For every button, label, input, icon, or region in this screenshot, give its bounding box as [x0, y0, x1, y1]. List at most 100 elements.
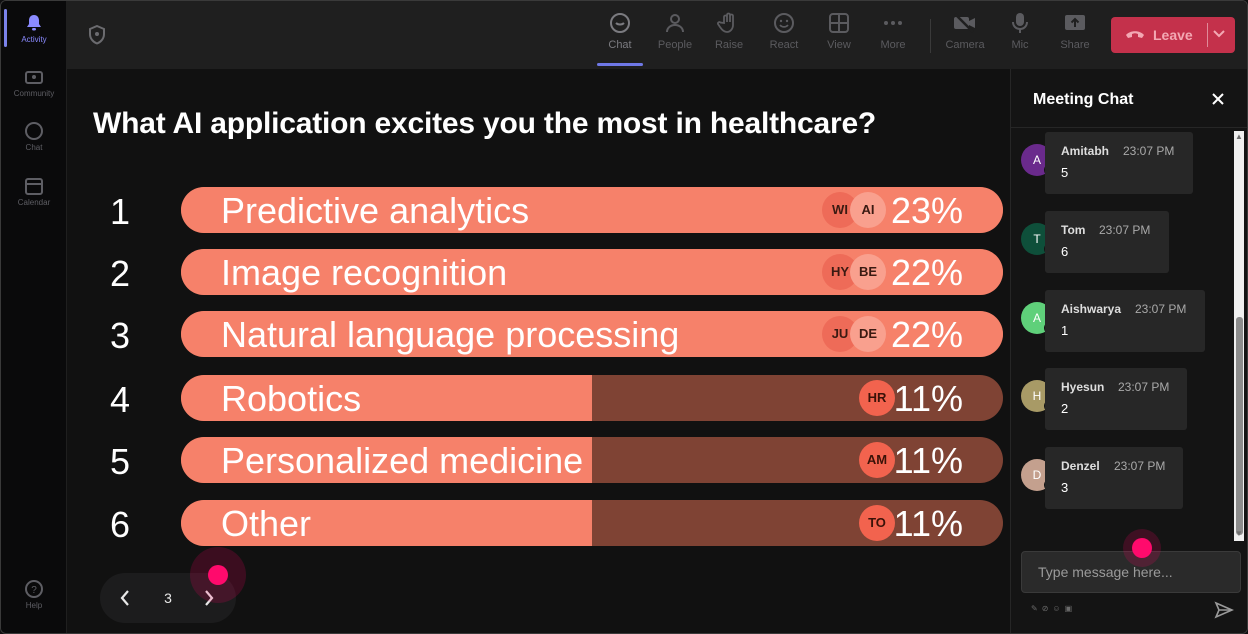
meeting-chat-panel: Meeting Chat A Amitabh 23:07 PM 5 T Tom 23:07 … [1010, 69, 1247, 633]
toolbar-button-label: More [880, 39, 906, 51]
send-icon[interactable] [1214, 601, 1234, 619]
more-icon [884, 21, 902, 25]
option-bar: Personalized medicine AM 11% [181, 437, 1003, 483]
toolbar-button-label: Share [1060, 39, 1090, 51]
sender-name: Tom [1061, 223, 1086, 237]
message-compose-box[interactable] [1021, 551, 1241, 593]
page-number: 3 [164, 590, 172, 606]
option-label: Natural language processing [221, 314, 680, 355]
message-bubble[interactable]: Denzel 23:07 PM 3 [1045, 447, 1183, 509]
option-number: 3 [109, 315, 131, 356]
rail-item-label: Activity [21, 35, 47, 44]
option-percentage: 23% [890, 190, 963, 231]
shield-icon[interactable] [87, 25, 107, 45]
grid-icon [829, 13, 849, 33]
toolbar-divider [930, 19, 931, 53]
chat-divider [1011, 127, 1247, 128]
format-toolbar[interactable]: ✎⊘☺▣ [1031, 604, 1077, 613]
message-bubble[interactable]: Amitabh 23:07 PM 5 [1045, 132, 1193, 194]
rail-item-calendar[interactable]: Calendar [1, 176, 67, 207]
message-text: 5 [1061, 165, 1069, 180]
toolbar-button-label: View [827, 39, 851, 51]
message-bubble[interactable]: Hyesun 23:07 PM 2 [1045, 368, 1187, 430]
poll-option: 1 Predictive analytics WI AI 23% [97, 187, 1007, 233]
option-number: 2 [109, 253, 131, 294]
voter-avatar: WI [822, 192, 858, 228]
calendar-icon [25, 178, 43, 195]
rail-item-label: Chat [25, 143, 43, 152]
option-bar: Image recognition HY BE 22% [181, 249, 1003, 295]
option-bar-fill [181, 500, 592, 546]
option-number: 1 [109, 191, 131, 232]
chat-icon [25, 122, 43, 140]
message-text: 2 [1061, 401, 1069, 416]
rail-item-label: Help [25, 601, 43, 610]
toolbar-react-button[interactable]: React [759, 11, 809, 61]
rail-item-activity[interactable]: Activity [1, 13, 67, 44]
leave-divider [1207, 23, 1208, 47]
chat-scrollbar-thumb[interactable] [1236, 317, 1243, 535]
toolbar-raise-button[interactable]: Raise [704, 11, 754, 61]
voter-avatar: HY [822, 254, 858, 290]
option-bar: Natural language processing JU DE 22% [181, 311, 1003, 357]
toolbar-button-label: React [769, 39, 799, 51]
chat-icon [610, 13, 630, 33]
option-percentage: 11% [893, 503, 963, 544]
message-bubble[interactable]: Tom 23:07 PM 6 [1045, 211, 1169, 273]
message-bubble[interactable]: Aishwarya 23:07 PM 1 [1045, 290, 1205, 352]
scroll-up-arrow-icon[interactable]: ▲ [1235, 132, 1243, 141]
share-icon [1065, 15, 1085, 30]
poll-option: 5 Personalized medicine AM 11% [97, 437, 1007, 483]
chevron-down-icon[interactable] [1212, 29, 1226, 39]
option-number: 5 [109, 441, 131, 482]
message-input[interactable] [1022, 552, 1240, 592]
rail-item-community[interactable]: Community [1, 67, 67, 98]
option-label: Personalized medicine [221, 440, 584, 481]
toolbar-button-label: Raise [714, 39, 744, 51]
toolbar-share-button[interactable]: Share [1050, 11, 1100, 61]
option-bar: Predictive analytics WI AI 23% [181, 187, 1003, 233]
option-number: 6 [109, 504, 131, 545]
cursor-indicator [1123, 529, 1161, 567]
option-number: 4 [109, 379, 131, 420]
leave-button[interactable]: Leave [1111, 17, 1235, 53]
option-label: Robotics [221, 378, 362, 419]
camera-off-icon [954, 13, 975, 33]
poll-question: What AI application excites you the most… [93, 107, 877, 140]
rail-item-label: Calendar [17, 198, 51, 207]
chevron-left-icon[interactable] [116, 588, 134, 608]
toolbar-people-button[interactable]: People [650, 11, 700, 61]
scroll-down-arrow-icon[interactable]: ▼ [1235, 529, 1243, 538]
rail-active-indicator [4, 9, 7, 47]
message-text: 1 [1061, 323, 1069, 338]
option-bar: Robotics HR 11% [181, 375, 1003, 421]
bell-icon [27, 15, 41, 31]
option-label: Image recognition [221, 252, 508, 293]
toolbar-view-button[interactable]: View [814, 11, 864, 61]
toolbar-mic-button[interactable]: Mic [995, 11, 1045, 61]
chevron-right-icon[interactable] [200, 588, 218, 608]
poll-option: 4 Robotics HR 11% [97, 375, 1007, 421]
hand-icon [717, 12, 734, 33]
rail-item-chat[interactable]: Chat [1, 121, 67, 152]
rail-item-help[interactable]: ? Help [1, 579, 67, 610]
toolbar-button-label: Chat [608, 39, 632, 51]
sender-name: Aishwarya [1061, 302, 1122, 316]
svg-text:?: ? [31, 585, 37, 596]
message-text: 6 [1061, 244, 1069, 259]
voter-avatar: BE [850, 254, 886, 290]
option-percentage: 22% [890, 314, 963, 355]
message-timestamp: 23:07 PM [1099, 223, 1151, 237]
toolbar-more-button[interactable]: More [868, 11, 918, 61]
cursor-indicator [190, 547, 246, 603]
toolbar-chat-button[interactable]: Chat [595, 11, 645, 61]
smiley-icon [774, 13, 794, 33]
message-timestamp: 23:07 PM [1135, 302, 1187, 316]
toolbar-camera-button[interactable]: Camera [940, 11, 990, 61]
people-icon [666, 14, 684, 33]
close-icon[interactable] [1211, 92, 1225, 106]
meeting-toolbar: Chat People Raise React View More Camera [67, 1, 1247, 69]
toolbar-button-label: Mic [1011, 39, 1029, 51]
message-timestamp: 23:07 PM [1123, 144, 1175, 158]
